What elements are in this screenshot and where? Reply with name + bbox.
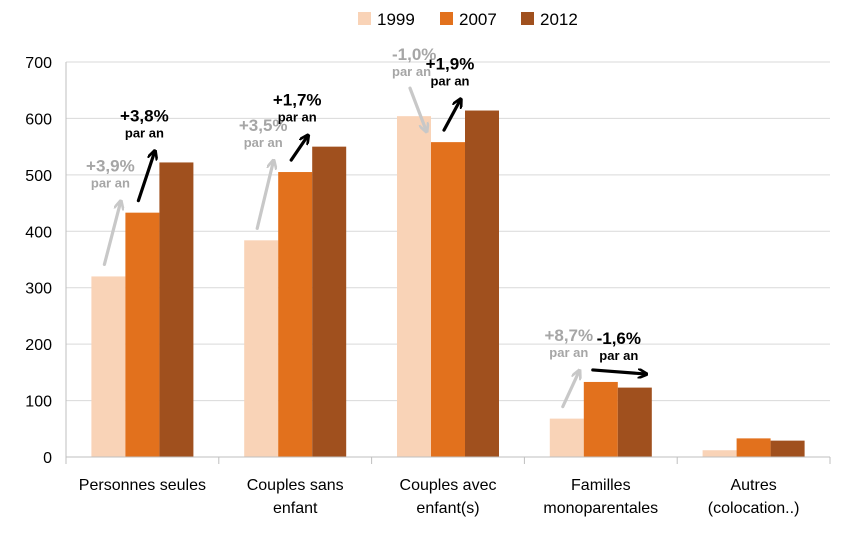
bar-1999 bbox=[549, 418, 584, 457]
x-category-label: Autres bbox=[730, 477, 776, 494]
bar-2007 bbox=[736, 438, 771, 457]
legend-label-2007: 2007 bbox=[459, 10, 497, 29]
bar-2012 bbox=[770, 440, 805, 457]
y-tick-labels: 0 100 200 300 400 500 600 700 bbox=[25, 55, 52, 467]
growth-unit-label: par an bbox=[430, 74, 469, 89]
legend-swatch-1999 bbox=[358, 12, 371, 25]
legend-label-1999: 1999 bbox=[377, 10, 415, 29]
growth-annotations: +3,9%par an+3,8%par an +3,5%par an+1,7%pa… bbox=[86, 45, 645, 409]
growth-arrow bbox=[408, 86, 426, 130]
axes bbox=[65, 62, 831, 464]
bar-2012 bbox=[159, 162, 194, 457]
bar-1999 bbox=[702, 450, 737, 457]
growth-arrow bbox=[255, 162, 273, 230]
growth-rate-label: +3,5% bbox=[239, 116, 288, 135]
legend-swatch-2012 bbox=[521, 12, 534, 25]
bar-2012 bbox=[617, 387, 652, 457]
growth-rate-label: -1,6% bbox=[597, 329, 641, 348]
bar-2007 bbox=[125, 212, 160, 457]
growth-arrow bbox=[591, 370, 645, 374]
y-tick-label: 300 bbox=[25, 281, 52, 298]
growth-arrow bbox=[442, 101, 460, 132]
x-category-label: monoparentales bbox=[543, 500, 658, 517]
growth-rate-label: +8,7% bbox=[544, 326, 593, 345]
growth-arrow bbox=[136, 152, 154, 203]
y-tick-label: 500 bbox=[25, 168, 52, 185]
bar-2007 bbox=[583, 381, 618, 457]
y-tick-label: 200 bbox=[25, 337, 52, 354]
growth-rate-label: +3,8% bbox=[120, 106, 169, 125]
x-category-labels: Personnes seules Couples sans enfant Couple… bbox=[79, 477, 800, 517]
y-tick-label: 700 bbox=[25, 55, 52, 72]
growth-unit-label: par an bbox=[125, 125, 164, 140]
x-category-label: (colocation..) bbox=[708, 500, 800, 517]
bar-2012 bbox=[465, 110, 499, 458]
x-category-label: enfant(s) bbox=[416, 500, 479, 517]
x-category-label: Personnes seules bbox=[79, 477, 206, 494]
growth-unit-label: par an bbox=[392, 64, 431, 79]
bar-1999 bbox=[397, 116, 431, 458]
bar-1999 bbox=[244, 240, 279, 457]
growth-unit-label: par an bbox=[549, 345, 588, 360]
growth-unit-label: par an bbox=[91, 176, 130, 191]
growth-arrow bbox=[561, 372, 579, 409]
growth-rate-label: +1,7% bbox=[273, 91, 322, 110]
growth-rate-label: -1,0% bbox=[392, 45, 436, 64]
x-category-label: Couples avec bbox=[400, 477, 497, 494]
y-tick-label: 400 bbox=[25, 224, 52, 241]
growth-rate-label: +1,9% bbox=[426, 55, 475, 74]
legend-swatch-2007 bbox=[440, 12, 453, 25]
legend: 1999 2007 2012 bbox=[358, 10, 578, 29]
bar-2007 bbox=[431, 142, 465, 457]
bars bbox=[91, 110, 805, 458]
growth-arrow bbox=[102, 203, 120, 267]
x-category-label: Couples sans bbox=[247, 477, 344, 494]
growth-arrow bbox=[289, 137, 307, 162]
growth-unit-label: par an bbox=[599, 348, 638, 363]
y-tick-label: 0 bbox=[43, 450, 52, 467]
bar-2007 bbox=[278, 172, 313, 458]
y-tick-label: 600 bbox=[25, 111, 52, 128]
x-category-label: Familles bbox=[571, 477, 631, 494]
y-tick-label: 100 bbox=[25, 394, 52, 411]
growth-unit-label: par an bbox=[278, 110, 317, 125]
legend-label-2012: 2012 bbox=[540, 10, 578, 29]
bar-1999 bbox=[91, 276, 126, 457]
growth-unit-label: par an bbox=[244, 135, 283, 150]
bar-2012 bbox=[312, 146, 347, 457]
growth-rate-label: +3,9% bbox=[86, 157, 135, 176]
x-category-label: enfant bbox=[273, 500, 318, 517]
